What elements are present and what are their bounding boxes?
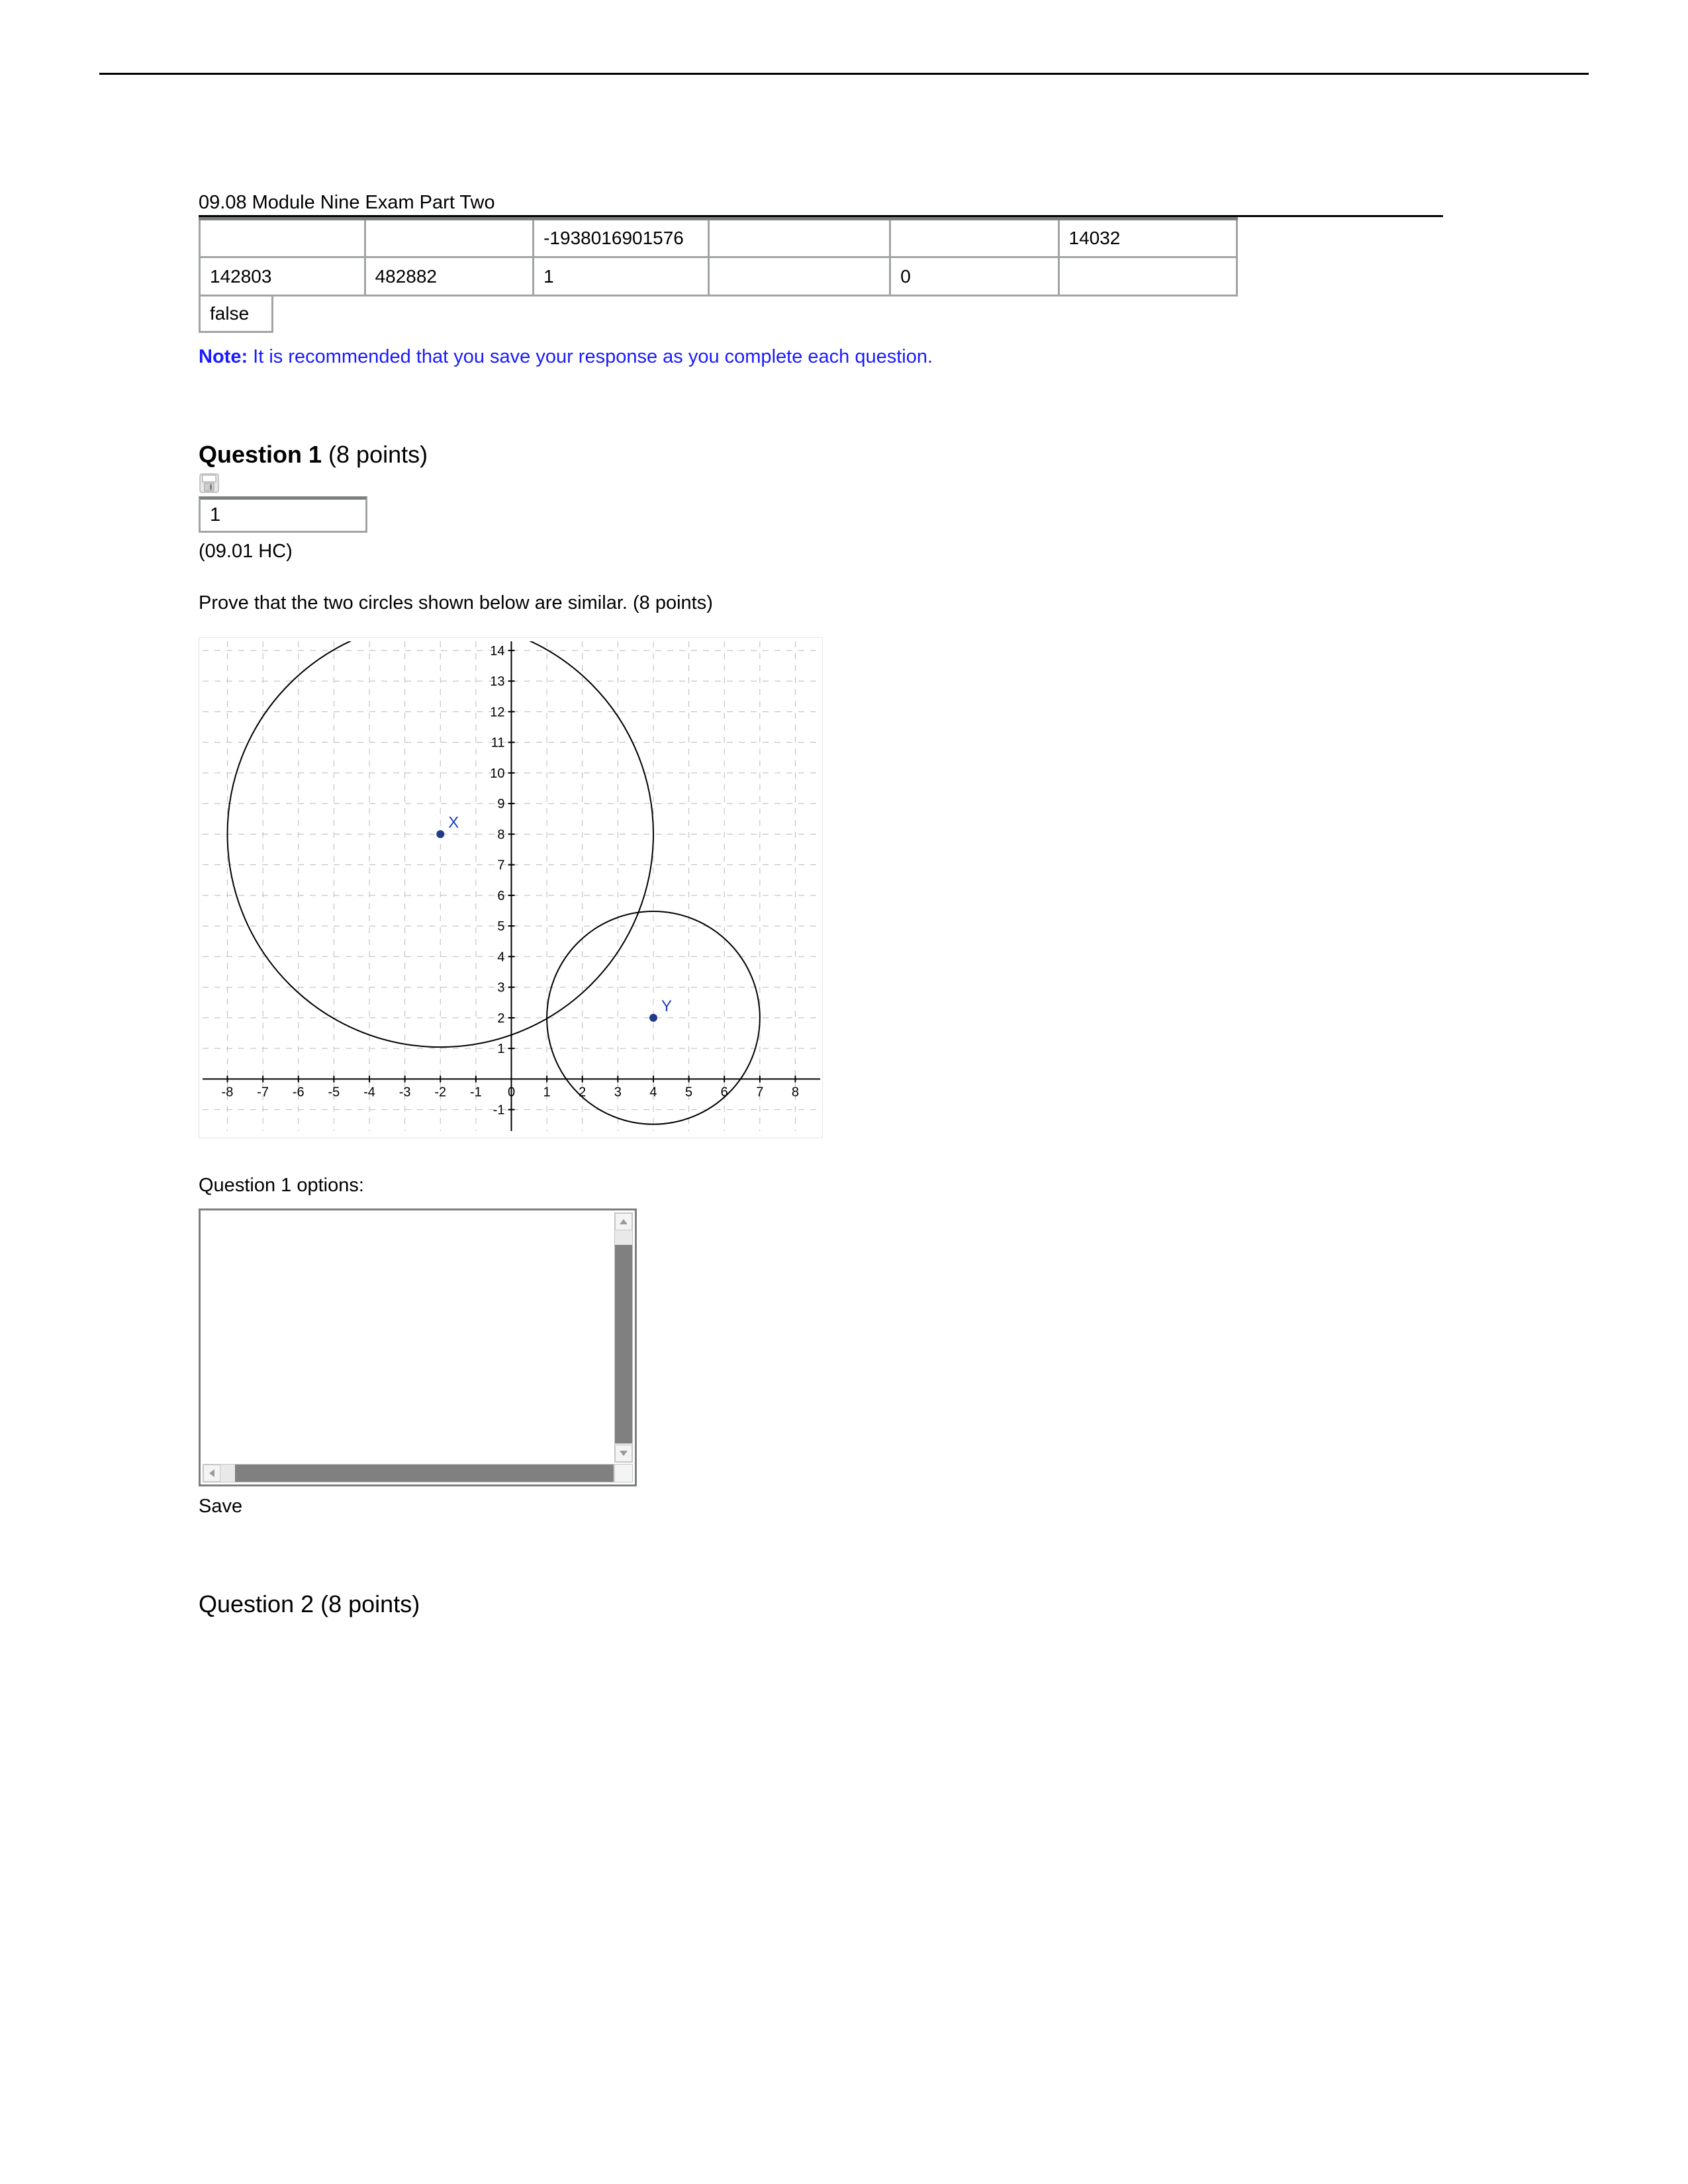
svg-text:12: 12 [490,705,504,719]
question-1-code: (09.01 HC) [199,541,1443,563]
svg-text:5: 5 [497,919,504,934]
meta-cell [200,219,365,257]
meta-cell [1058,257,1237,296]
svg-text:-1: -1 [470,1085,482,1099]
scroll-down-button[interactable] [615,1445,632,1462]
question-1-options-label: Question 1 options: [199,1175,1443,1197]
meta-cell: 1 [534,257,709,296]
arrow-down-icon [620,1451,628,1456]
svg-text:6: 6 [497,889,504,903]
meta-cell: -1938016901576 [534,219,709,257]
svg-text:4: 4 [649,1085,657,1099]
svg-text:7: 7 [497,858,504,873]
meta-false-cell: false [199,296,273,333]
svg-text:-5: -5 [328,1085,340,1099]
svg-text:0: 0 [508,1085,515,1099]
meta-row-2: 142803 482882 1 0 [200,257,1237,296]
svg-text:-3: -3 [399,1085,411,1099]
meta-cell [890,219,1058,257]
svg-text:10: 10 [490,766,504,781]
question-1-points: (8 points) [322,441,428,468]
svg-text:13: 13 [490,674,504,689]
svg-text:Y: Y [661,997,672,1015]
svg-text:4: 4 [497,950,504,964]
svg-text:-4: -4 [363,1085,375,1099]
question-2-heading: Question 2 (8 points) [199,1590,1443,1618]
scroll-blank [615,1232,632,1245]
svg-text:-6: -6 [293,1085,305,1099]
svg-text:9: 9 [497,797,504,811]
svg-text:5: 5 [685,1085,692,1099]
svg-text:8: 8 [792,1085,799,1099]
svg-text:14: 14 [490,644,504,659]
scrollbar-vertical[interactable] [614,1212,633,1463]
note-label: Note: [199,346,248,367]
svg-text:-7: -7 [257,1085,269,1099]
svg-text:7: 7 [756,1085,763,1099]
scroll-left-button[interactable] [203,1465,220,1482]
scroll-blank [222,1465,235,1482]
meta-cell: 0 [890,257,1058,296]
scroll-track-horizontal[interactable] [222,1465,614,1482]
meta-cell: 14032 [1058,219,1237,257]
question-2-title: Question 2 [199,1590,314,1617]
svg-text:X: X [448,813,459,831]
content-area: 09.08 Module Nine Exam Part Two -1938016… [199,192,1443,1618]
meta-cell [709,257,890,296]
meta-table: -1938016901576 14032 142803 482882 1 0 [199,217,1238,296]
svg-text:11: 11 [491,736,505,751]
svg-text:2: 2 [497,1011,504,1026]
answer-textarea[interactable] [199,1208,637,1486]
question-1-heading: Question 1 (8 points) [199,441,1443,469]
svg-text:-8: -8 [222,1085,234,1099]
graph-svg: -8-7-6-5-4-3-2-1012345678-11234567891011… [203,641,820,1131]
question-1-anchor[interactable]: 1 [199,496,367,533]
save-button[interactable]: Save [199,1496,1443,1518]
scroll-up-button[interactable] [615,1213,632,1230]
graph-container: -8-7-6-5-4-3-2-1012345678-11234567891011… [199,637,823,1138]
note-line: Note: It is recommended that you save yo… [199,346,1443,368]
scroll-corner [614,1464,633,1482]
scroll-track-vertical[interactable] [615,1232,632,1443]
svg-text:-2: -2 [434,1085,446,1099]
page-top-rule [99,73,1589,75]
svg-text:3: 3 [497,981,504,995]
question-2-points: (8 points) [314,1590,420,1617]
module-title: 09.08 Module Nine Exam Part Two [199,192,1443,217]
svg-text:1: 1 [543,1085,551,1099]
save-icon[interactable] [199,473,220,494]
meta-cell [709,219,890,257]
meta-cell: 482882 [365,257,534,296]
meta-cell [365,219,534,257]
arrow-up-icon [620,1219,628,1224]
question-1-prompt: Prove that the two circles shown below a… [199,592,1443,614]
meta-row-1: -1938016901576 14032 [200,219,1237,257]
svg-text:3: 3 [614,1085,622,1099]
svg-text:8: 8 [497,827,504,842]
question-1-title: Question 1 [199,441,322,468]
svg-text:1: 1 [497,1042,504,1056]
scrollbar-horizontal[interactable] [203,1464,633,1482]
arrow-left-icon [209,1469,214,1477]
svg-text:-1: -1 [493,1103,505,1118]
meta-cell: 142803 [200,257,365,296]
note-text: It is recommended that you save your res… [248,346,933,367]
